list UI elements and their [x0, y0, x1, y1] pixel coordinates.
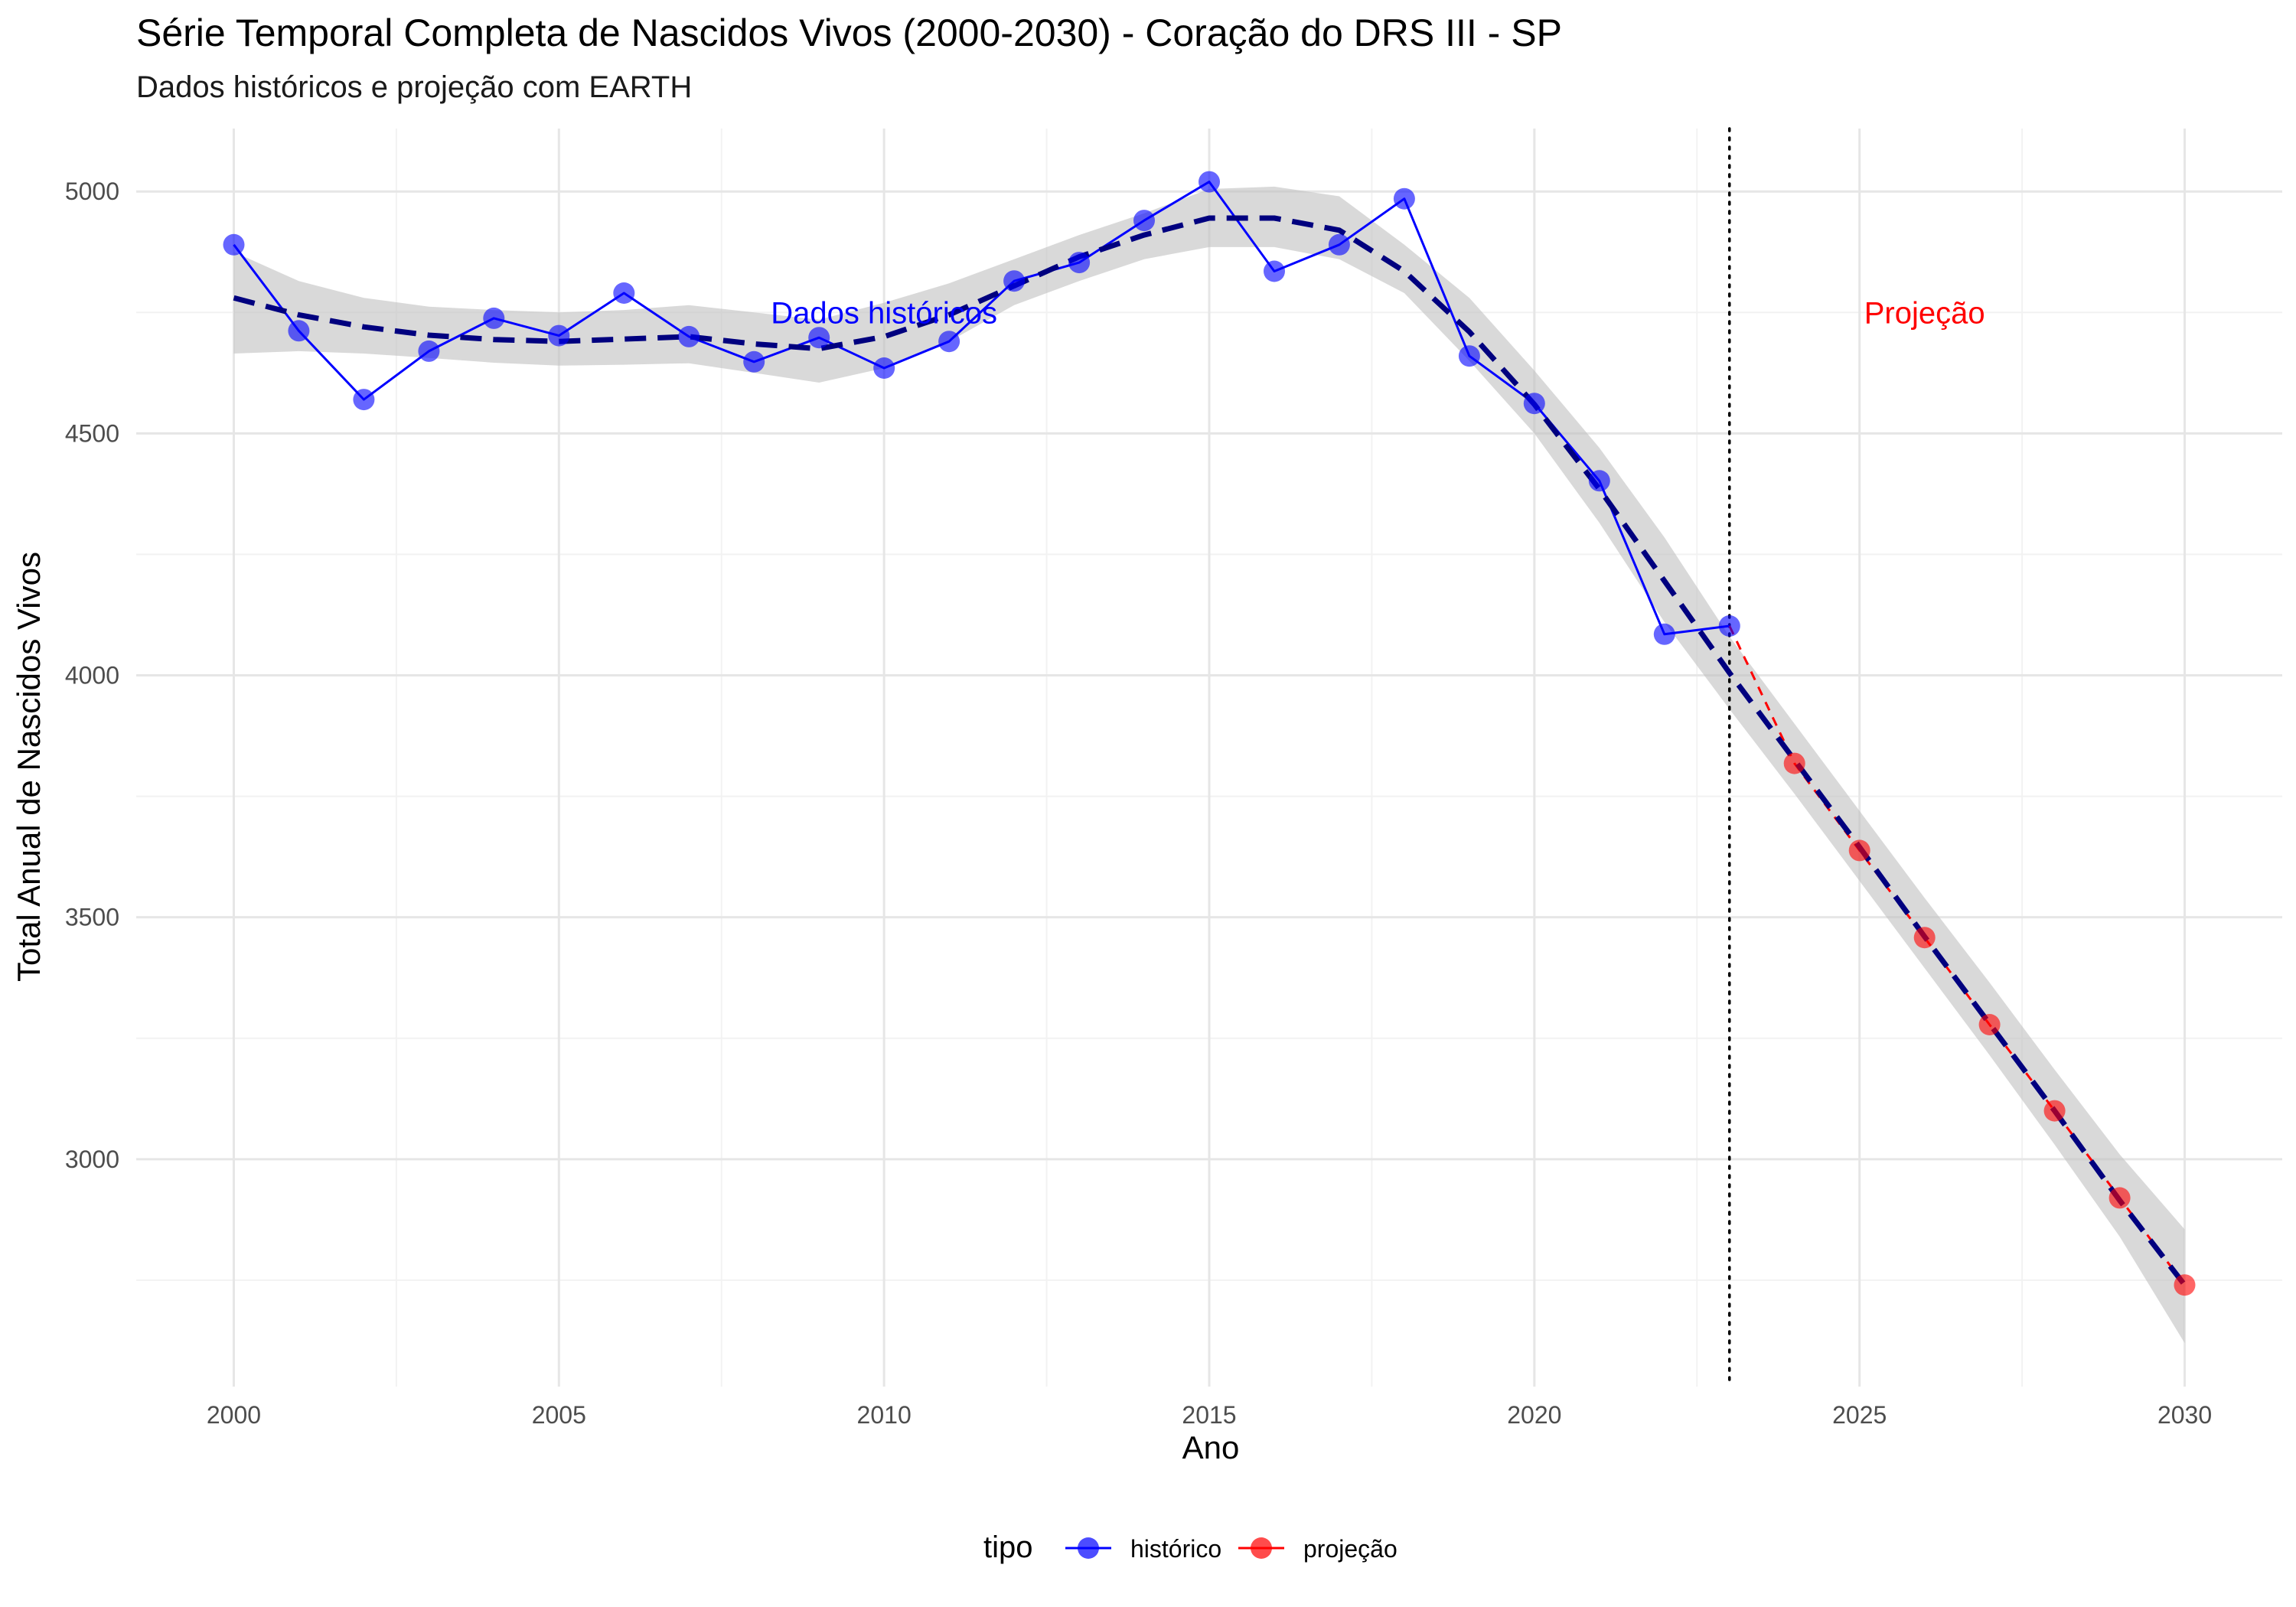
y-axis-ticks: 3000 3500 4000 4500 5000	[65, 178, 119, 1173]
chart-subtitle: Dados históricos e projeção com EARTH	[136, 70, 692, 104]
x-tick-label: 2010	[857, 1401, 912, 1429]
data-point	[1199, 171, 1220, 193]
data-point	[2108, 1187, 2131, 1209]
data-point	[1328, 233, 1350, 256]
series-line-historico	[233, 181, 1730, 636]
y-tick-label: 4500	[65, 419, 119, 447]
data-point	[1523, 393, 1545, 415]
y-tick-label: 5000	[65, 178, 119, 205]
data-point	[938, 331, 960, 353]
legend: tipo histórico projeção	[983, 1530, 1397, 1564]
data-point	[678, 325, 700, 347]
annotation-label: Dados históricos	[771, 296, 997, 330]
y-tick-label: 3000	[65, 1146, 119, 1173]
y-tick-label: 3500	[65, 904, 119, 931]
data-point	[1264, 260, 1285, 282]
data-point	[223, 233, 245, 256]
legend-entry-label: histórico	[1130, 1535, 1221, 1563]
data-point	[1133, 210, 1155, 232]
y-axis-title: Total Anual de Nascidos Vivos	[11, 552, 47, 982]
data-point	[1913, 927, 1936, 949]
data-point	[483, 307, 505, 329]
x-tick-label: 2015	[1182, 1401, 1236, 1429]
annotations: Dados históricos Projeção	[771, 296, 1985, 330]
data-point	[548, 324, 570, 347]
data-point	[1393, 187, 1415, 210]
data-points	[223, 171, 2196, 1296]
data-point	[1068, 252, 1091, 274]
annotation-label: Projeção	[1864, 296, 1985, 330]
data-point	[1003, 270, 1026, 292]
major-gridlines	[136, 129, 2282, 1387]
data-point	[1588, 470, 1610, 492]
x-tick-label: 2025	[1832, 1401, 1887, 1429]
data-point	[1978, 1014, 2001, 1035]
data-point	[873, 357, 895, 379]
data-point	[1653, 623, 1675, 645]
x-tick-label: 2000	[207, 1401, 261, 1429]
data-point	[1718, 615, 1740, 637]
x-tick-label: 2020	[1507, 1401, 1561, 1429]
data-point	[1783, 752, 1805, 774]
data-point	[743, 350, 765, 373]
legend-title: tipo	[983, 1530, 1033, 1564]
legend-key-point	[1251, 1537, 1272, 1559]
data-point	[418, 340, 440, 362]
data-point	[288, 320, 310, 342]
data-point	[1848, 839, 1870, 862]
data-point	[2043, 1100, 2066, 1122]
legend-entry-label: projeção	[1303, 1535, 1397, 1563]
data-point	[613, 282, 635, 304]
legend-key-point	[1078, 1537, 1099, 1559]
x-axis-title: Ano	[1182, 1429, 1240, 1465]
y-tick-label: 4000	[65, 662, 119, 689]
data-point	[353, 389, 375, 411]
data-point	[808, 327, 830, 349]
data-point	[1458, 345, 1480, 367]
chart-title: Série Temporal Completa de Nascidos Vivo…	[136, 11, 1562, 54]
x-tick-label: 2030	[2157, 1401, 2212, 1429]
x-axis-ticks: 2000 2005 2010 2015 2020 2025 2030	[207, 1401, 2212, 1429]
x-tick-label: 2005	[532, 1401, 586, 1429]
data-point	[2174, 1274, 2196, 1296]
